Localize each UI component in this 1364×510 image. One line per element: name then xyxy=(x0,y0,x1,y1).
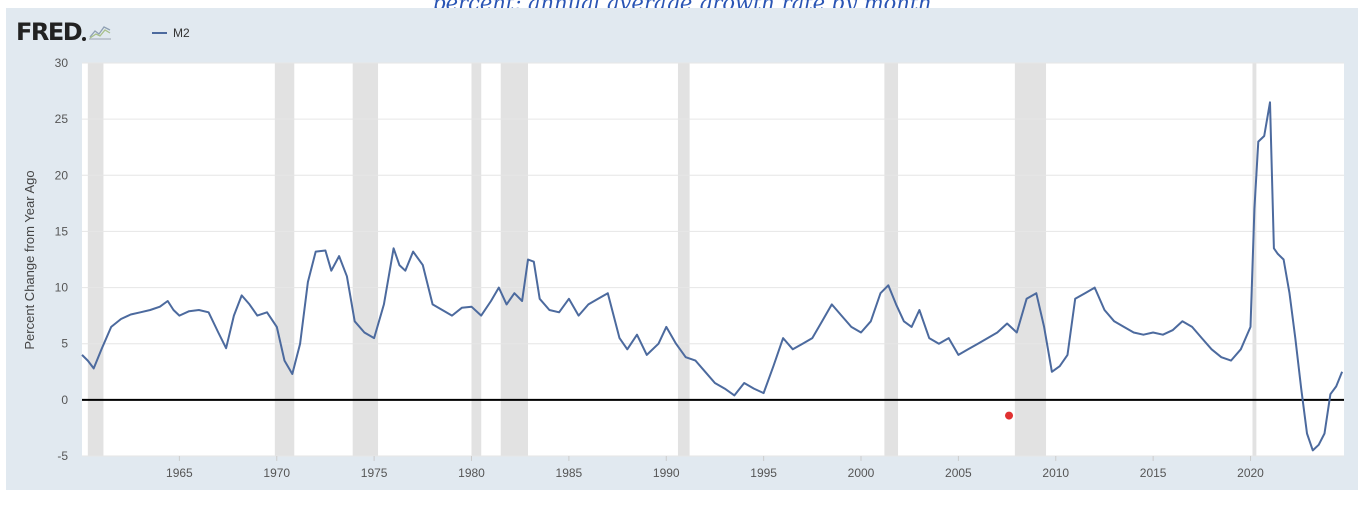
y-tick-label: 10 xyxy=(55,281,69,295)
chart-trend-icon xyxy=(89,26,112,40)
recession-bands xyxy=(87,63,1257,456)
marker-layer xyxy=(1005,411,1014,420)
recession-band xyxy=(500,63,528,456)
x-tick-label: 2020 xyxy=(1237,466,1264,480)
recession-band xyxy=(1014,63,1047,456)
y-axis-ticks: -5 0 5 10 15 20 25 30 xyxy=(55,56,69,463)
marker-dot xyxy=(1005,411,1014,420)
y-tick-label: -5 xyxy=(57,449,68,463)
x-tick-label: 1980 xyxy=(458,466,485,480)
x-axis-ticks: 1965 1970 1975 1980 1985 1990 1995 2000 2005 2010… xyxy=(166,456,1264,480)
x-tick-label: 2005 xyxy=(945,466,972,480)
recession-band xyxy=(677,63,690,456)
recession-band xyxy=(274,63,295,456)
recession-band xyxy=(87,63,104,456)
y-tick-label: 0 xyxy=(61,393,68,407)
x-tick-label: 1990 xyxy=(653,466,680,480)
y-tick-label: 5 xyxy=(61,337,68,351)
y-tick-label: 25 xyxy=(55,112,69,126)
y-axis-title: Percent Change from Year Ago xyxy=(22,170,37,349)
x-tick-label: 2015 xyxy=(1140,466,1167,480)
logo-dot xyxy=(82,37,87,41)
y-tick-label: 30 xyxy=(55,56,69,70)
page-caption: percent; annual average growth rate by m… xyxy=(0,0,1364,11)
x-tick-label: 1965 xyxy=(166,466,193,480)
logo-text: FRED xyxy=(16,18,83,46)
x-tick-label: 1995 xyxy=(750,466,777,480)
legend: M2 xyxy=(152,23,190,43)
series-line-m2[interactable] xyxy=(81,101,1344,452)
x-tick-label: 2010 xyxy=(1042,466,1069,480)
recession-band xyxy=(1252,63,1257,456)
y-tick-label: 15 xyxy=(55,224,69,238)
recession-band xyxy=(471,63,482,456)
recession-band xyxy=(884,63,899,456)
y-tick-label: 20 xyxy=(55,168,69,182)
chart-panel: -5 0 5 10 15 20 25 30 1965 1970 1975 1980 1985 1990 1… xyxy=(6,8,1358,490)
legend-label: M2 xyxy=(173,26,190,40)
x-tick-label: 1970 xyxy=(263,466,290,480)
recession-band xyxy=(352,63,379,456)
legend-swatch xyxy=(152,32,167,34)
fred-logo[interactable]: FRED xyxy=(16,18,112,46)
x-tick-label: 2000 xyxy=(848,466,875,480)
x-tick-label: 1985 xyxy=(556,466,583,480)
x-tick-label: 1975 xyxy=(361,466,388,480)
plot-area xyxy=(82,63,1344,456)
series-layer xyxy=(81,101,1344,452)
